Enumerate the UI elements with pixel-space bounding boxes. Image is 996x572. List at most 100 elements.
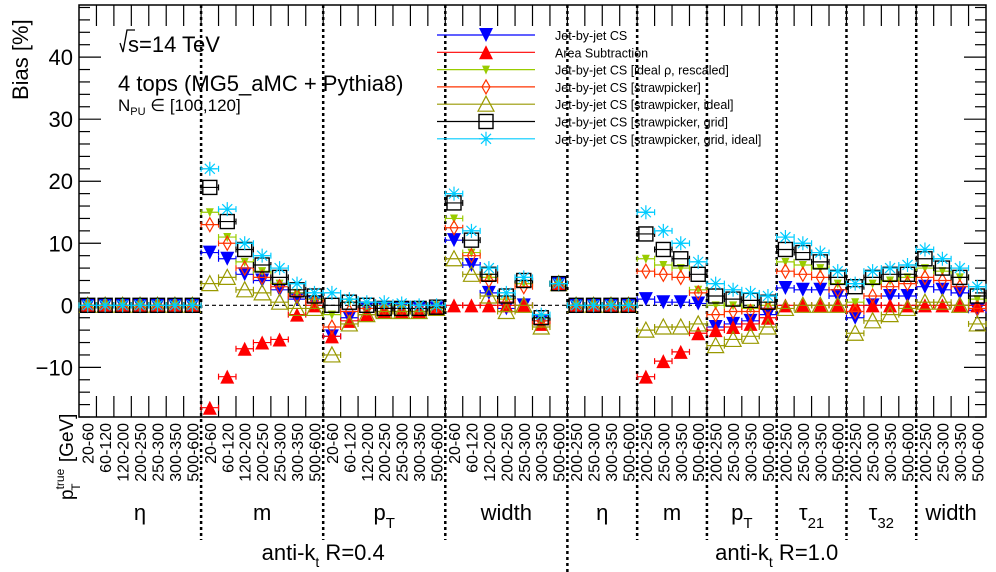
marker-shape (449, 219, 459, 236)
marker (359, 295, 374, 310)
marker-shape (202, 245, 217, 260)
marker-shape (706, 336, 725, 354)
data-point (967, 279, 987, 294)
marker-shape (202, 161, 217, 176)
marker-shape (813, 245, 828, 260)
marker-shape (793, 296, 812, 313)
marker (693, 284, 703, 302)
marker (272, 332, 287, 347)
marker (534, 307, 549, 322)
y-axis-label: Bias [%] (8, 19, 33, 100)
marker-shape (235, 280, 254, 298)
marker-shape (223, 233, 232, 243)
marker (830, 264, 845, 279)
marker (778, 280, 793, 295)
marker (813, 245, 828, 260)
marker (828, 296, 847, 313)
data-point (217, 369, 237, 384)
marker (603, 298, 618, 313)
data-point (200, 208, 220, 218)
data-point (793, 282, 813, 297)
data-point (270, 261, 289, 276)
data-point (671, 344, 691, 359)
data-point (688, 254, 708, 269)
marker-shape (240, 259, 250, 277)
data-point (322, 297, 342, 314)
marker-shape (514, 296, 533, 313)
data-point (235, 341, 255, 356)
marker-shape (883, 289, 898, 304)
y-tick-label: 0 (61, 293, 73, 318)
marker (235, 280, 254, 298)
x-bin-label: 250-300 (796, 423, 813, 482)
marker-shape (968, 314, 987, 332)
marker (641, 254, 650, 264)
legend-label: Jet-by-jet CS [ideal ρ, rescaled] (555, 64, 729, 78)
data-point (636, 369, 656, 384)
data-point (340, 292, 359, 307)
marker-shape (638, 369, 653, 384)
marker (392, 302, 411, 320)
marker (898, 299, 917, 317)
marker (795, 282, 810, 297)
marker-shape (342, 292, 357, 307)
marker (514, 296, 533, 313)
marker (218, 268, 237, 285)
legend-marker (479, 28, 493, 42)
y-tick-label: 20 (49, 169, 73, 194)
marker (793, 296, 812, 313)
marker-shape (288, 299, 307, 317)
marker (237, 236, 252, 251)
data-point (793, 260, 813, 270)
marker (481, 285, 496, 300)
marker-shape (848, 276, 863, 291)
marker-shape (237, 341, 252, 356)
marker (743, 285, 758, 300)
marker (375, 302, 394, 320)
marker (429, 298, 444, 313)
x-label-sup: true (53, 468, 67, 489)
marker-shape (447, 233, 462, 248)
marker-shape (218, 268, 237, 285)
marker (222, 235, 232, 252)
marker (658, 266, 669, 283)
marker-shape (743, 285, 758, 300)
marker (377, 295, 392, 310)
marker (202, 179, 218, 196)
marker (760, 310, 775, 325)
legend-label: Jet-by-jet CS [strawpicker] (555, 81, 701, 95)
group-label: pT (731, 500, 752, 532)
marker-shape (220, 202, 235, 217)
marker-shape (516, 270, 531, 285)
marker (883, 298, 898, 313)
data-point (898, 266, 917, 282)
marker (462, 265, 481, 282)
data-point (479, 261, 499, 276)
marker-shape (724, 330, 743, 348)
data-point (636, 320, 656, 338)
jet-collection-label: anti-kt R=1.0 (715, 540, 838, 570)
marker-shape (340, 314, 359, 332)
data-point (165, 298, 185, 313)
marker (305, 299, 324, 317)
marker (342, 292, 357, 307)
data-point (933, 267, 952, 277)
marker-shape (322, 345, 341, 363)
marker (167, 298, 182, 313)
data-point (671, 295, 691, 310)
data-point (828, 296, 848, 313)
marker-shape (935, 282, 950, 297)
marker-shape (763, 301, 772, 311)
marker-shape (778, 230, 793, 245)
marker (708, 323, 723, 338)
marker-shape (272, 261, 287, 276)
marker-shape (760, 289, 775, 304)
marker (272, 261, 287, 276)
data-point (252, 283, 272, 301)
data-point (252, 335, 272, 350)
series-4 (78, 249, 987, 363)
marker (689, 314, 708, 332)
marker-shape (359, 295, 374, 310)
marker-shape (656, 354, 671, 369)
